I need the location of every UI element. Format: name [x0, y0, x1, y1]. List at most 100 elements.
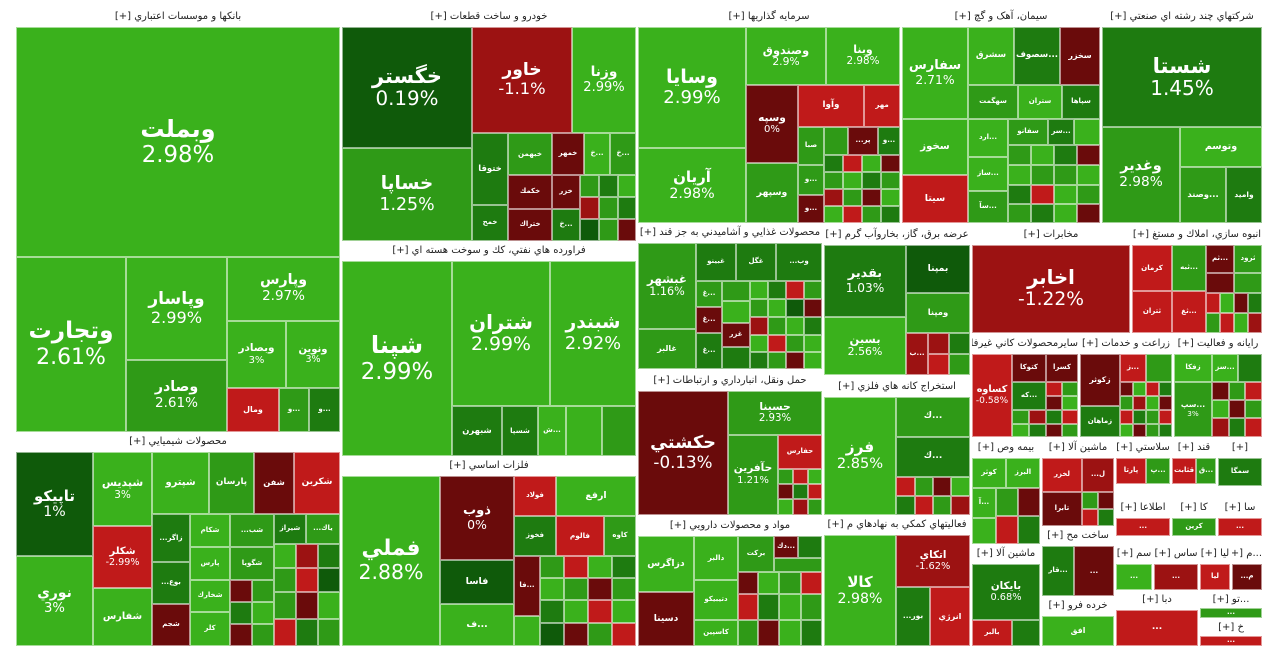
- sector-title[interactable]: حمل ونقل، انبارداري و ارتباطات [+]: [638, 373, 822, 389]
- tile[interactable]: [1133, 410, 1146, 424]
- tile[interactable]: [599, 175, 618, 197]
- tile[interactable]: ثرود: [1234, 245, 1262, 273]
- tile[interactable]: [881, 206, 900, 223]
- tile[interactable]: [252, 602, 274, 624]
- tile[interactable]: [1098, 509, 1114, 526]
- tile[interactable]: و...: [309, 388, 340, 432]
- tile[interactable]: حفارس: [778, 435, 822, 469]
- tile[interactable]: ف...: [440, 604, 514, 646]
- tile[interactable]: [1012, 410, 1029, 424]
- tile[interactable]: [843, 172, 862, 189]
- tile[interactable]: [881, 155, 900, 172]
- tile[interactable]: پارسان: [209, 452, 254, 514]
- tile[interactable]: ثبه...: [1172, 245, 1206, 291]
- tile[interactable]: [949, 333, 970, 354]
- tile[interactable]: افق: [1042, 616, 1114, 646]
- tile[interactable]: [1238, 354, 1262, 382]
- tile[interactable]: [915, 496, 933, 515]
- tile[interactable]: [1229, 382, 1245, 400]
- tile[interactable]: [1008, 204, 1031, 223]
- tile[interactable]: ارفع: [556, 476, 636, 516]
- tile[interactable]: [274, 592, 296, 619]
- tile[interactable]: [793, 484, 808, 499]
- tile[interactable]: [599, 219, 618, 241]
- tile[interactable]: [768, 281, 786, 299]
- sector-title[interactable]: استخراج كانه هاي فلزي [+]: [824, 379, 970, 395]
- tile[interactable]: غگل: [736, 243, 776, 281]
- tile[interactable]: [588, 556, 612, 578]
- tile[interactable]: [824, 206, 843, 223]
- tile[interactable]: [1031, 185, 1054, 204]
- tile[interactable]: شفارس: [93, 588, 152, 646]
- tile[interactable]: ...زاگر: [152, 514, 190, 562]
- tile[interactable]: سمگا: [1218, 458, 1262, 486]
- tile[interactable]: ومال: [227, 388, 279, 432]
- tile[interactable]: كساوه -0.58%: [972, 354, 1012, 437]
- tile[interactable]: [1008, 165, 1031, 185]
- tile[interactable]: [252, 624, 274, 646]
- tile[interactable]: [804, 352, 822, 369]
- tile[interactable]: [1082, 509, 1098, 526]
- tile[interactable]: [612, 623, 636, 646]
- tile[interactable]: [588, 578, 612, 600]
- tile[interactable]: [928, 354, 949, 375]
- tile[interactable]: خاور -1.1%: [472, 27, 572, 133]
- tile[interactable]: ...وب: [776, 243, 822, 281]
- tile[interactable]: خ...: [552, 209, 580, 241]
- tile[interactable]: [318, 544, 340, 568]
- tile[interactable]: [618, 175, 636, 197]
- tile[interactable]: شپنا 2.99%: [342, 261, 452, 456]
- tile[interactable]: خ...: [584, 133, 610, 175]
- tile[interactable]: غ...: [696, 333, 722, 369]
- tile[interactable]: [1062, 424, 1078, 437]
- tile[interactable]: [808, 469, 822, 484]
- tile[interactable]: سپ... 3%: [1174, 382, 1212, 437]
- sector-title[interactable]: خودرو و ساخت قطعات [+]: [342, 9, 636, 25]
- tile[interactable]: خساپا 1.25%: [342, 148, 472, 241]
- tile[interactable]: غ...: [696, 307, 722, 333]
- tile[interactable]: ...شب: [230, 514, 274, 547]
- tile[interactable]: وصندوق 2.9%: [746, 27, 826, 85]
- tile[interactable]: [1031, 165, 1054, 185]
- tile[interactable]: [1054, 145, 1077, 165]
- tile[interactable]: وبنا 2.98%: [826, 27, 900, 85]
- tile[interactable]: [1074, 119, 1100, 145]
- sector-title[interactable]: سلاستي [+]: [1116, 440, 1170, 456]
- sector-title[interactable]: بيمه وص [+]: [972, 440, 1040, 456]
- tile[interactable]: ثغ...: [1172, 291, 1206, 333]
- sector-title[interactable]: سرمايه گذاريها [+]: [638, 9, 900, 25]
- tile[interactable]: [1146, 396, 1159, 410]
- tile[interactable]: [230, 602, 252, 624]
- tile[interactable]: [843, 155, 862, 172]
- tile[interactable]: [786, 317, 804, 335]
- tile[interactable]: [612, 556, 636, 578]
- tile[interactable]: [618, 197, 636, 219]
- tile[interactable]: [274, 619, 296, 646]
- tile[interactable]: خمح: [472, 205, 508, 241]
- tile[interactable]: [1248, 293, 1262, 313]
- tile[interactable]: وسايا 2.99%: [638, 27, 746, 148]
- tile[interactable]: [230, 624, 252, 646]
- tile[interactable]: سصوف...: [1014, 27, 1060, 85]
- tile[interactable]: [722, 281, 750, 301]
- tile[interactable]: [915, 477, 933, 496]
- tile[interactable]: ساز...: [968, 157, 1008, 191]
- tile[interactable]: ثم...: [1206, 245, 1234, 273]
- sector-title[interactable]: محصولات غذايي و آشاميدني به جز قند [+]: [638, 225, 822, 241]
- tile[interactable]: [296, 544, 318, 568]
- tile[interactable]: [580, 197, 599, 219]
- tile[interactable]: سپاها: [1062, 85, 1100, 119]
- tile[interactable]: [1133, 382, 1146, 396]
- sector-title[interactable]: خ [+]: [1200, 620, 1262, 636]
- tile[interactable]: [612, 600, 636, 623]
- sector-title[interactable]: [+]: [1218, 440, 1262, 456]
- tile[interactable]: [843, 206, 862, 223]
- tile[interactable]: خبهمن: [508, 133, 552, 175]
- sector-title[interactable]: ساخت مح [+]: [1042, 528, 1114, 544]
- tile[interactable]: ش...: [538, 406, 566, 456]
- tile[interactable]: [996, 516, 1018, 544]
- sector-title[interactable]: ...م [+]: [1232, 546, 1262, 562]
- tile[interactable]: [540, 623, 564, 646]
- tile[interactable]: [1234, 313, 1248, 333]
- tile[interactable]: وصادر 2.61%: [126, 360, 227, 432]
